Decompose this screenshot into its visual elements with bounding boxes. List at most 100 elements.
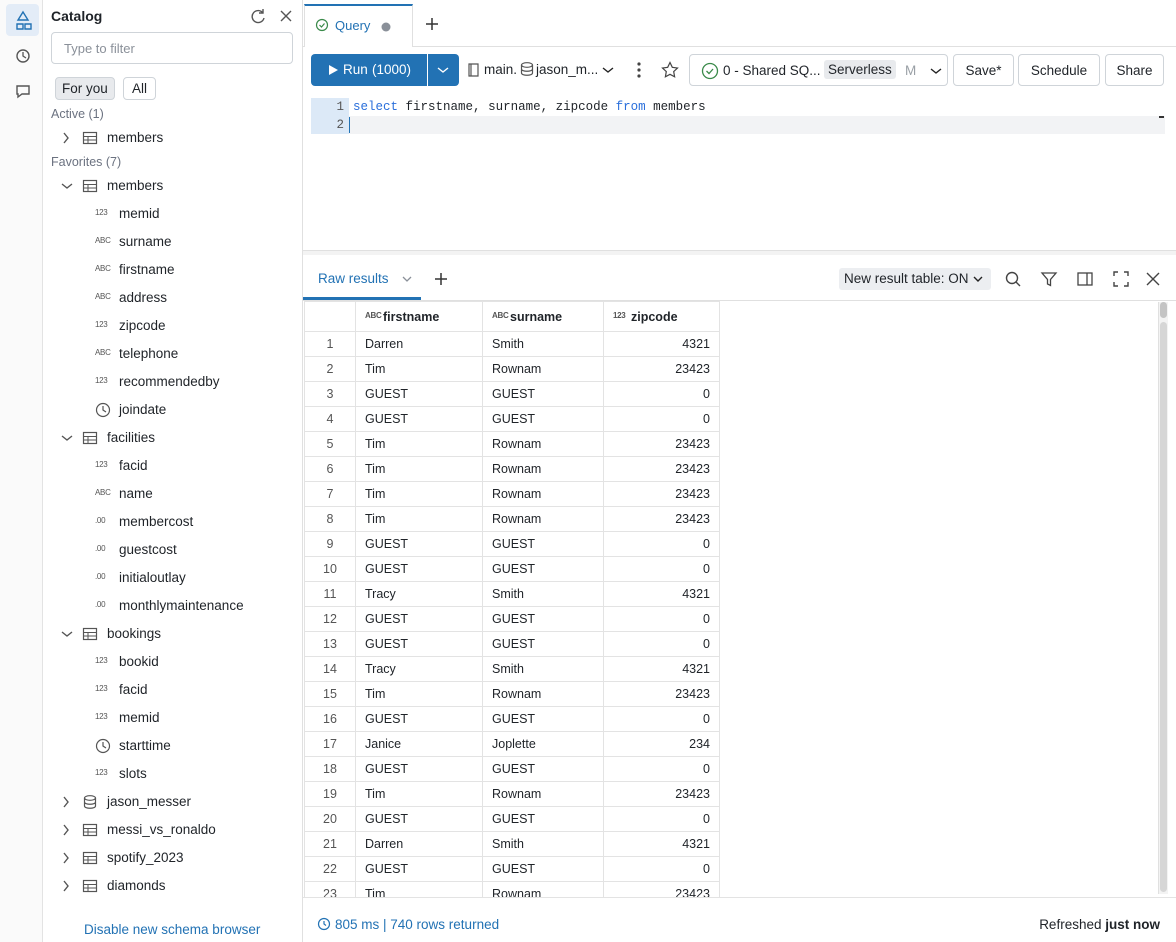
saved-icon [315, 18, 329, 32]
result-cell: GUEST [482, 856, 604, 882]
tree-item[interactable]: spotify_2023 [107, 850, 184, 865]
column-item[interactable]: bookid [119, 654, 159, 669]
sidebar-tab[interactable]: All [123, 77, 157, 100]
toolbar-button[interactable]: Schedule [1018, 54, 1100, 86]
column-item[interactable]: initialoutlay [119, 570, 186, 585]
column-item[interactable]: address [119, 290, 168, 305]
more-menu[interactable] [631, 61, 647, 79]
result-cell: 23423 [603, 356, 720, 382]
result-cell: Smith [482, 331, 604, 357]
new-tab-button[interactable] [424, 16, 440, 32]
result-row: 8 Tim Rownam 23423 [304, 506, 720, 532]
toggle-label: New result table: ON [844, 271, 969, 286]
table-icon [82, 430, 98, 446]
close-button[interactable] [278, 8, 294, 24]
schema-icon [82, 794, 98, 810]
result-cell: 7 [304, 481, 356, 507]
sidebar-tab[interactable]: For you [55, 77, 115, 100]
column-item[interactable]: monthlymaintenance [119, 598, 244, 613]
result-row: 4 GUEST GUEST 0 [304, 406, 720, 432]
table-icon-glyph [82, 627, 98, 641]
column-header[interactable]: 123 zipcode [603, 301, 720, 332]
column-header[interactable]: ABC surname [482, 301, 604, 332]
refresh-button-glyph [251, 9, 265, 24]
expand-toggle[interactable] [59, 850, 75, 866]
filter-input[interactable]: Type to filter [51, 32, 293, 64]
expand-toggle-glyph [61, 435, 73, 441]
column-item[interactable]: memid [119, 206, 160, 221]
result-cell: Smith [482, 581, 604, 607]
add-visualization[interactable] [433, 271, 449, 287]
column-item[interactable]: slots [119, 766, 147, 781]
toolbar-button[interactable]: Save* [953, 54, 1014, 86]
columns-button[interactable] [1076, 270, 1094, 288]
result-cell: GUEST [482, 756, 604, 782]
expand-toggle[interactable] [59, 130, 75, 146]
result-cell: 0 [603, 706, 720, 732]
run-options[interactable] [435, 62, 451, 78]
catalog-name[interactable]: main. [484, 62, 518, 77]
column-item[interactable]: zipcode [119, 318, 166, 333]
column-item[interactable]: joindate [119, 402, 167, 417]
schema-browser-link[interactable]: Disable new schema browser [84, 922, 261, 937]
toolbar-button[interactable]: Share [1105, 54, 1164, 86]
result-cell: 18 [304, 756, 356, 782]
expand-toggle[interactable] [59, 794, 75, 810]
column-item[interactable]: memid [119, 710, 160, 725]
tree-item[interactable]: jason_messer [107, 794, 192, 809]
tree-item[interactable]: bookings [107, 626, 162, 641]
column-item[interactable]: surname [119, 234, 172, 249]
close-results-button[interactable] [1144, 270, 1162, 288]
table-body: 1 Darren Smith 4321 2 Tim Rownam 23423 3 GUEST GUE… [304, 331, 720, 897]
type-icon: 123 [95, 684, 108, 693]
expand-toggle[interactable] [59, 822, 75, 838]
result-cell: GUEST [355, 381, 483, 407]
expand-toggle[interactable] [59, 626, 75, 642]
line-gutter: 2 [311, 116, 349, 134]
tree-item[interactable]: members [107, 178, 164, 193]
result-cell: GUEST [482, 406, 604, 432]
column-item[interactable]: recommendedby [119, 374, 220, 389]
refresh-button[interactable] [249, 7, 267, 25]
column-item[interactable]: guestcost [119, 542, 177, 557]
query-tab[interactable]: Query [304, 4, 413, 47]
schema-name[interactable]: jason_m... [536, 62, 599, 77]
result-cell: 13 [304, 631, 356, 657]
tree-item[interactable]: facilities [107, 430, 156, 445]
column-item[interactable]: firstname [119, 262, 175, 277]
tree-item[interactable]: messi_vs_ronaldo [107, 822, 216, 837]
expand-toggle[interactable] [59, 430, 75, 446]
column-item[interactable]: starttime [119, 738, 171, 753]
schema-icon-glyph [520, 62, 534, 76]
tree-item[interactable]: diamonds [107, 878, 166, 893]
tree-item[interactable]: members [107, 130, 164, 145]
warehouse-status-glyph [701, 62, 719, 80]
warehouse-selector[interactable]: 0 - Shared SQ... Serverless M [689, 54, 948, 86]
result-row: 12 GUEST GUEST 0 [304, 606, 720, 632]
column-item[interactable]: name [119, 486, 153, 501]
column-item[interactable]: facid [119, 458, 148, 473]
expand-toggle[interactable] [59, 878, 75, 894]
result-row: 16 GUEST GUEST 0 [304, 706, 720, 732]
results-tab-menu[interactable] [400, 272, 414, 286]
result-cell: GUEST [355, 556, 483, 582]
favorite-star[interactable] [661, 61, 679, 79]
results-tab[interactable]: Raw results [318, 271, 389, 286]
scrollbar-thumb[interactable] [1160, 302, 1167, 318]
type-icon: 123 [95, 208, 108, 217]
fullscreen-button[interactable] [1112, 270, 1130, 288]
run-button[interactable]: Run (1000) [311, 54, 459, 86]
column-item[interactable]: facid [119, 682, 148, 697]
search-button[interactable] [1004, 270, 1022, 288]
filter-button[interactable] [1040, 270, 1058, 288]
column-item[interactable]: telephone [119, 346, 179, 361]
column-item[interactable]: membercost [119, 514, 194, 529]
result-cell: 234 [603, 731, 720, 757]
result-row: 9 GUEST GUEST 0 [304, 531, 720, 557]
refreshed-label: Refreshed [1039, 917, 1102, 932]
expand-toggle[interactable] [59, 178, 75, 194]
result-table-toggle[interactable]: New result table: ON [839, 268, 991, 290]
result-cell: Tim [355, 881, 483, 897]
result-row: 11 Tracy Smith 4321 [304, 581, 720, 607]
column-header[interactable]: ABC firstname [355, 301, 483, 332]
